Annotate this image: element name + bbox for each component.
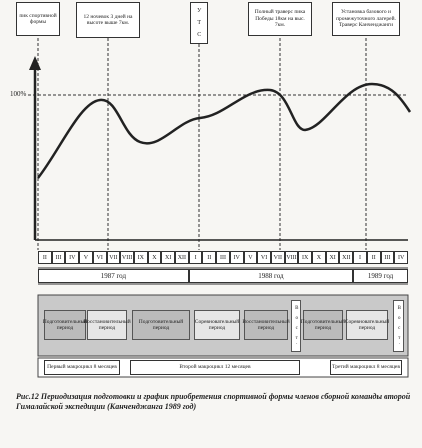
month-cell: IV: [394, 251, 408, 264]
event-box: Установка базового и промежуточного лаге…: [332, 2, 400, 36]
month-cell: II: [202, 251, 217, 264]
macrocycle-box: Третий макроцикл 8 месяцев: [330, 360, 402, 375]
month-cell: X: [147, 251, 162, 264]
month-cell: IX: [298, 251, 313, 264]
month-cell: XII: [175, 251, 189, 264]
macrocycle-box: Второй макроцикл 12 месяцев: [130, 360, 300, 375]
event-box: У Т С: [190, 2, 208, 44]
month-cell: II: [366, 251, 381, 264]
month-cell: IV: [229, 251, 244, 264]
caption: Рис.12 Периодизация подготовки и график …: [16, 392, 416, 412]
month-cell: VIII: [284, 251, 299, 264]
month-cell: VI: [257, 251, 271, 264]
caption-text: Периодизация подготовки и график приобре…: [16, 392, 411, 411]
period-box: Подготовительный период: [132, 310, 190, 340]
event-box: пик спортивной формы: [16, 2, 60, 36]
month-cell: I: [188, 251, 203, 264]
period-box: Соревновательный период: [345, 310, 389, 340]
month-cell: I: [353, 251, 367, 264]
period-box: В о с т.: [291, 300, 301, 352]
month-cell: XI: [161, 251, 176, 264]
month-cell: II: [38, 251, 52, 264]
year-label: 1987 год: [38, 269, 189, 283]
month-cell: VIII: [120, 251, 134, 264]
month-cell: V: [243, 251, 258, 264]
caption-number: Рис.12: [16, 392, 39, 401]
event-box: 12 ночевок 3 дней на высоте выше 7км.: [76, 2, 140, 38]
period-box: Соревновательный период: [194, 310, 240, 340]
y-label: 100%: [10, 90, 27, 98]
period-box: Восстановительный период: [83, 310, 131, 340]
year-label: 1988 год: [188, 269, 354, 283]
month-cell: V: [79, 251, 93, 264]
event-box: Полный траверс пика Победы 18км на выс. …: [248, 2, 312, 36]
period-box: Подготовительный период: [301, 310, 345, 340]
month-cell: III: [216, 251, 230, 264]
month-cell: III: [51, 251, 66, 264]
month-cell: VI: [92, 251, 107, 264]
month-cell: XI: [325, 251, 340, 264]
month-cell: X: [312, 251, 326, 264]
macrocycle-box: Первый макроцикл 8 месяцев: [44, 360, 120, 375]
period-box: В о с т.: [393, 300, 404, 352]
month-cell: VII: [270, 251, 285, 264]
month-cell: IV: [65, 251, 80, 264]
month-cell: IX: [133, 251, 148, 264]
period-box: Подготовительный период: [43, 310, 87, 340]
month-cell: VII: [106, 251, 121, 264]
month-cell: III: [380, 251, 395, 264]
month-cell: XII: [339, 251, 354, 264]
period-box: Восстановительный период: [242, 310, 290, 340]
year-label: 1989 год: [353, 269, 408, 283]
